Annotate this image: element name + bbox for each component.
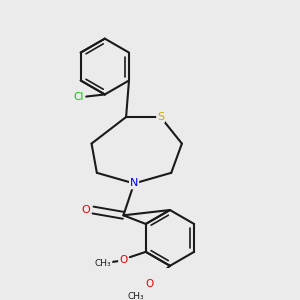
- Text: O: O: [82, 205, 91, 215]
- Text: CH₃: CH₃: [95, 259, 112, 268]
- Text: Cl: Cl: [73, 92, 83, 102]
- Text: N: N: [130, 178, 138, 188]
- Text: CH₃: CH₃: [127, 292, 144, 300]
- Text: S: S: [157, 112, 164, 122]
- Text: O: O: [119, 255, 127, 265]
- Text: O: O: [146, 279, 154, 290]
